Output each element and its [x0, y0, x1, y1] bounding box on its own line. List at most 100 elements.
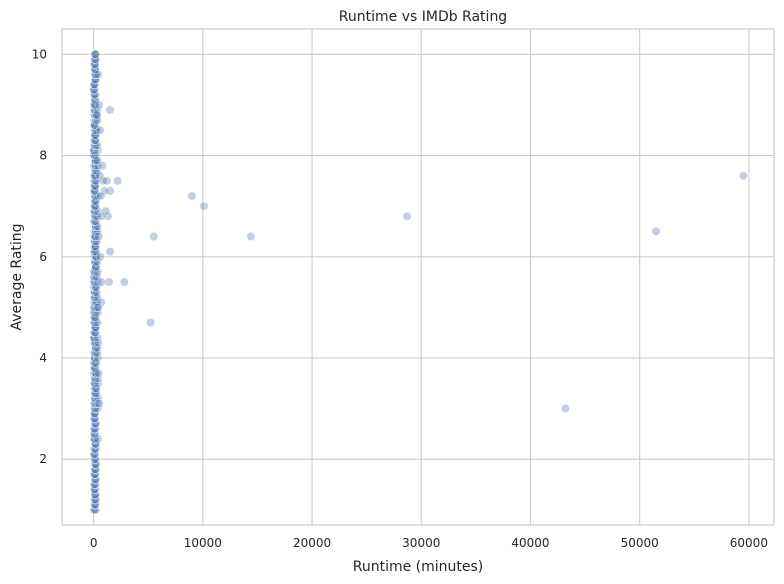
- data-point: [91, 388, 101, 398]
- data-point: [90, 59, 100, 69]
- data-point: [90, 64, 100, 74]
- y-axis-ticks: 2 4 6 8 10: [32, 47, 47, 466]
- data-point: [93, 378, 103, 388]
- data-point: [90, 161, 100, 171]
- x-axis-ticks: 0 10000 20000 30000 40000 50000 60000: [90, 536, 768, 550]
- data-point: [93, 226, 103, 236]
- data-point: [90, 201, 100, 211]
- data-point: [90, 312, 100, 322]
- data-point: [93, 307, 103, 317]
- data-point: [149, 232, 159, 242]
- data-point: [90, 495, 100, 505]
- data-point: [90, 156, 100, 166]
- data-point: [95, 171, 105, 181]
- data-point: [93, 338, 103, 348]
- data-point: [91, 307, 101, 317]
- data-point: [92, 140, 102, 150]
- data-point: [94, 232, 104, 242]
- data-point: [402, 211, 412, 221]
- data-point: [91, 262, 101, 272]
- data-point: [93, 434, 103, 444]
- data-point: [93, 373, 103, 383]
- data-point: [89, 292, 99, 302]
- data-point: [103, 211, 113, 221]
- grid: [62, 29, 774, 525]
- data-point: [93, 318, 103, 328]
- data-point: [92, 287, 102, 297]
- data-point: [90, 328, 100, 338]
- data-point: [91, 444, 101, 454]
- data-point: [89, 429, 99, 439]
- data-point: [91, 70, 101, 80]
- data-point: [91, 383, 101, 393]
- data-point: [90, 485, 100, 495]
- data-point: [92, 125, 102, 135]
- data-point: [93, 206, 103, 216]
- data-point: [90, 110, 100, 120]
- data-point: [89, 267, 99, 277]
- data-point: [90, 469, 100, 479]
- data-point: [738, 171, 748, 181]
- plot-frame: [61, 28, 775, 526]
- x-tick-label: 50000: [621, 536, 659, 550]
- data-point: [92, 156, 102, 166]
- data-point: [95, 125, 105, 135]
- data-point: [93, 191, 103, 201]
- data-point: [90, 54, 100, 64]
- data-point: [90, 186, 100, 196]
- data-point: [90, 75, 100, 85]
- data-point: [246, 232, 256, 242]
- y-tick-label: 6: [39, 250, 47, 264]
- data-point: [104, 277, 114, 287]
- y-tick-label: 4: [39, 351, 47, 365]
- x-axis-label: Runtime (minutes): [353, 559, 484, 575]
- x-tick-label: 40000: [511, 536, 549, 550]
- data-point: [651, 226, 661, 236]
- data-point: [93, 353, 103, 363]
- data-point: [105, 247, 115, 257]
- data-point: [119, 277, 129, 287]
- data-point: [92, 343, 102, 353]
- data-point: [89, 85, 99, 95]
- x-tick-label: 0: [90, 536, 98, 550]
- data-point: [97, 161, 107, 171]
- chart-title: Runtime vs IMDb Rating: [339, 9, 507, 25]
- data-point: [91, 221, 101, 231]
- data-point: [93, 302, 103, 312]
- data-point: [96, 277, 106, 287]
- data-point: [93, 333, 103, 343]
- data-point: [90, 464, 100, 474]
- data-point: [93, 161, 103, 171]
- data-point: [100, 186, 110, 196]
- data-point: [90, 242, 100, 252]
- data-point: [92, 105, 102, 115]
- y-tick-label: 2: [39, 452, 47, 466]
- data-point: [91, 151, 101, 161]
- data-point: [91, 323, 101, 333]
- data-point: [90, 49, 100, 59]
- y-tick-label: 10: [32, 47, 47, 61]
- data-point: [91, 176, 101, 186]
- data-point: [90, 434, 100, 444]
- data-point: [90, 135, 100, 145]
- data-point: [91, 226, 101, 236]
- data-point: [95, 252, 105, 262]
- data-point: [93, 70, 103, 80]
- data-point: [93, 221, 103, 231]
- data-point: [96, 191, 106, 201]
- data-point: [105, 105, 115, 115]
- data-point: [91, 232, 101, 242]
- data-point: [96, 211, 106, 221]
- data-point: [92, 348, 102, 358]
- points-layer: [89, 49, 748, 515]
- data-point: [105, 186, 115, 196]
- data-point: [94, 399, 104, 409]
- data-point: [89, 277, 99, 287]
- data-point: [90, 338, 100, 348]
- data-point: [99, 176, 109, 186]
- data-point: [92, 110, 102, 120]
- data-point: [90, 490, 100, 500]
- data-point: [90, 414, 100, 424]
- data-point: [94, 368, 104, 378]
- data-point: [90, 90, 100, 100]
